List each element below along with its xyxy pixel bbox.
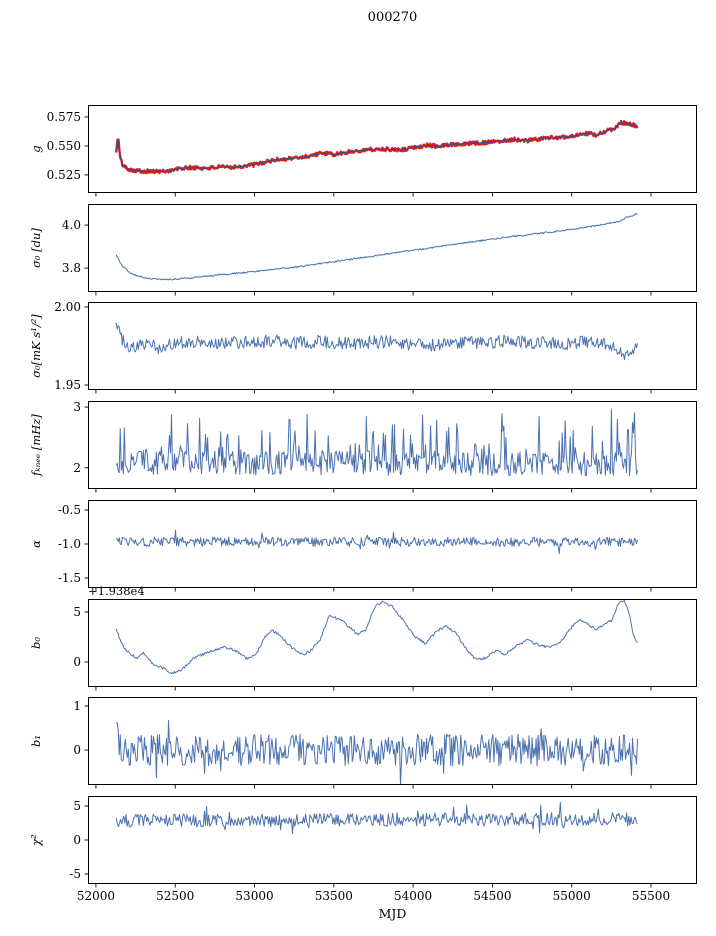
y-tick-label: 1.95 <box>54 378 81 392</box>
y-axis-label-chi2: χ² <box>29 834 43 846</box>
plot-frame <box>88 697 697 786</box>
y-tick-label: 0 <box>73 655 81 669</box>
y-axis-label-g: g <box>29 145 43 153</box>
y-tick-label: -1.5 <box>58 571 81 585</box>
y-tick-label: 5 <box>73 605 81 619</box>
axis-offset-label: +1.938e4 <box>88 584 145 598</box>
subplot-fknee: fₖₙₑₑ [mHz] 3 2 <box>0 400 716 493</box>
y-tick-label: 0.575 <box>47 110 81 124</box>
y-tick-label: 2.00 <box>54 300 81 314</box>
y-axis-label-sigma0-mks: σ₀[mK s¹/²] <box>29 314 43 379</box>
x-tick-label: 52500 <box>156 889 194 903</box>
y-axis-label-sigma0-du: σ₀ [du] <box>29 227 43 268</box>
y-tick-label: 2 <box>73 461 81 475</box>
y-tick-label: 0.525 <box>47 168 81 182</box>
y-tick-label: 0 <box>73 743 81 757</box>
x-tick-label: 54500 <box>473 889 511 903</box>
x-tick-label: 52000 <box>77 889 115 903</box>
series-chi2 <box>115 801 638 834</box>
y-tick-label: -0.5 <box>58 503 81 517</box>
plot-area-g: 0.575 0.550 0.525 <box>47 105 697 197</box>
subplot-sigma0-du: σ₀ [du] 4.0 3.8 <box>0 203 716 296</box>
series-g-model <box>115 122 638 173</box>
plot-area-alpha: -0.5 -1.0 -1.5 <box>58 499 697 592</box>
y-tick-label: 1 <box>73 699 81 713</box>
series-fknee <box>115 408 638 477</box>
y-tick-label: 3.8 <box>62 261 81 275</box>
series-sigma0-du <box>115 212 638 281</box>
subplot-b0: b₀ 5 0 +1.938e4 <box>0 584 716 690</box>
plot-area-b1: 10 <box>73 697 697 789</box>
plot-area-fknee: 32 <box>73 400 697 493</box>
y-axis-label-alpha: α <box>29 539 43 548</box>
plot-frame <box>88 105 697 193</box>
y-tick-label: 5 <box>73 799 81 813</box>
y-tick-label: 0.550 <box>47 139 81 153</box>
y-axis-label-fknee: fₖₙₑₑ [mHz] <box>29 414 43 476</box>
x-tick-label: 53000 <box>235 889 273 903</box>
plot-area-sigma0-du: 4.0 3.8 <box>62 203 697 296</box>
x-tick-label: 55000 <box>553 889 591 903</box>
plot-frame <box>88 302 697 391</box>
y-tick-label: -5 <box>69 867 81 881</box>
plot-frame <box>88 499 697 588</box>
plot-frame <box>88 598 697 687</box>
plot-frame <box>88 203 697 292</box>
y-axis-label-b1: b₁ <box>29 735 43 748</box>
y-axis-label-b0: b₀ <box>29 636 43 649</box>
series-g-data <box>115 120 639 175</box>
y-tick-label: 0 <box>73 833 81 847</box>
subplot-alpha: α -0.5 -1.0 -1.5 <box>0 499 716 592</box>
x-tick-label: 54000 <box>394 889 432 903</box>
plot-area-chi2: 5 0 -5 52000 52500 53000 53500 54000 54500 55000 5… <box>69 795 697 903</box>
series-alpha <box>115 529 638 554</box>
series-b1 <box>116 719 638 786</box>
x-tick-label: 55500 <box>632 889 670 903</box>
y-tick-label: 4.0 <box>62 218 81 232</box>
subplot-g: g 0.575 0.550 0.525 <box>0 105 716 197</box>
plot-frame <box>88 795 697 884</box>
figure-title: 000270 <box>367 10 418 25</box>
y-tick-label: 3 <box>73 400 81 414</box>
subplot-chi2: χ² 5 0 -5 52000 52500 53000 53500 54000 54500 5500… <box>0 795 716 903</box>
plot-area-sigma0-mks: 2.00 1.95 <box>54 300 697 394</box>
subplot-b1: b₁ 1 0 <box>0 697 716 789</box>
plot-frame <box>88 401 697 490</box>
series-sigma0-mks <box>115 323 638 361</box>
x-tick-label: 53500 <box>315 889 353 903</box>
subplot-sigma0-mks: σ₀[mK s¹/²] 2.00 1.95 <box>0 300 716 394</box>
y-tick-label: -1.0 <box>58 537 81 551</box>
series-b0 <box>115 599 638 674</box>
x-axis-label: MJD <box>378 906 407 921</box>
plot-area-b0: 5 0 +1.938e4 <box>73 584 697 690</box>
